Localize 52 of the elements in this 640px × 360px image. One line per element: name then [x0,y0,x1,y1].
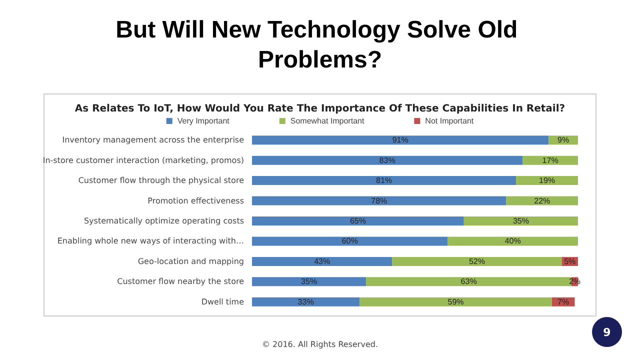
y-tick-label: In-store customer interaction (marketing, promos) [42,156,244,165]
y-tick-label: Geo-location and mapping [138,256,244,266]
bar [252,216,464,226]
bar [516,176,578,186]
data-label: 65% [350,216,366,226]
bar [252,297,360,306]
data-label: 9% [558,136,570,145]
y-tick-label: Customer flow through the physical store [78,176,244,186]
y-tick-label: Systematically optimize operating costs [84,216,244,226]
data-label: 59% [448,297,464,306]
bar [464,216,578,226]
data-label: 33% [298,297,314,306]
text: © 2016. All Rights Reserved. [260,340,379,349]
y-tick-label: Enabling whole new ways of interacting with… [57,236,244,246]
data-label: 40% [504,236,521,246]
data-label: 78% [371,196,388,206]
chart-title: But Will New Technology Solve Old Problems? [116,16,524,74]
data-label: 35% [512,216,529,226]
y-tick-label: Promotion effectiveness [148,196,244,206]
data-label: 91% [392,136,408,145]
bar [360,297,552,306]
bar [252,176,516,186]
y-tick-label: Customer flow nearby the store [117,277,244,286]
data-label: 63% [460,277,477,286]
legend-label: Very Important [177,116,230,126]
chart-subtitle: As Relates To IoT, How Would You Rate The Importance Of These Capabilities In Retail? [74,104,566,114]
data-label: 60% [342,236,358,246]
data-label: 52% [468,256,485,266]
data-label: 17% [542,156,558,165]
bar [522,156,578,165]
y-tick-label: Dwell time [201,297,244,306]
y-tick-label: Inventory management across the enterprise [62,136,244,145]
data-label: 22% [534,196,550,206]
data-label: 43% [314,256,330,266]
data-label: 35% [301,277,318,286]
data-label: 81% [376,176,392,186]
bar [392,256,562,266]
bar [506,196,578,206]
data-label: 19% [539,176,556,186]
page-number-badge: 9 [592,317,622,347]
data-label: 7% [558,297,570,306]
bar [252,196,506,206]
legend-label: Somewhat Important [290,116,365,126]
bar [252,236,448,246]
bar [252,156,523,165]
data-label: 5% [564,256,576,266]
data-label: 83% [379,156,396,165]
bar [252,277,366,286]
legend-label: Not Important [425,116,474,126]
bar [448,236,578,246]
bar [252,136,549,145]
bar [252,256,392,266]
